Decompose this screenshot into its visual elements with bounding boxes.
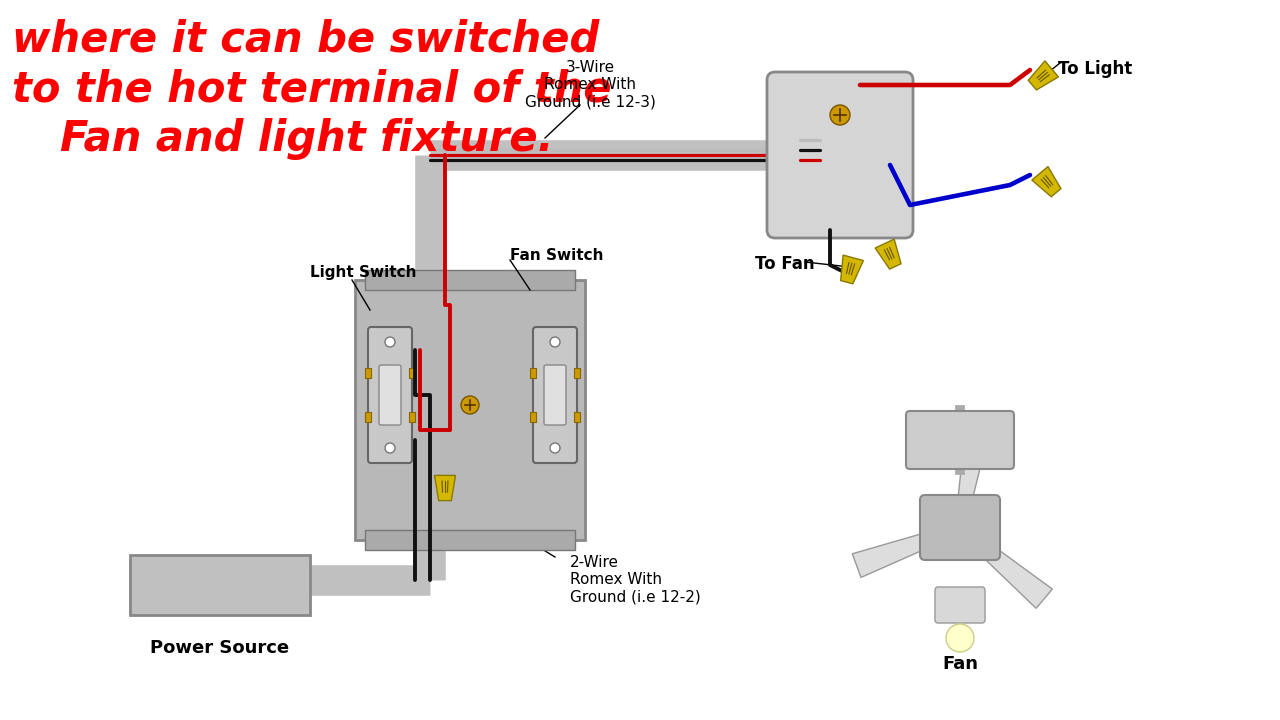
- Polygon shape: [1028, 61, 1059, 90]
- Circle shape: [829, 105, 850, 125]
- FancyBboxPatch shape: [369, 327, 412, 463]
- Text: Fan Switch: Fan Switch: [509, 248, 603, 263]
- FancyBboxPatch shape: [131, 555, 310, 615]
- Polygon shape: [978, 541, 1052, 608]
- FancyBboxPatch shape: [530, 412, 536, 422]
- FancyBboxPatch shape: [365, 368, 371, 378]
- Polygon shape: [841, 255, 864, 284]
- Circle shape: [946, 624, 974, 652]
- Text: where it can be switched: where it can be switched: [12, 18, 599, 60]
- Text: Power Source: Power Source: [151, 639, 289, 657]
- Text: Light Switch: Light Switch: [310, 265, 416, 280]
- FancyBboxPatch shape: [573, 412, 580, 422]
- FancyBboxPatch shape: [410, 412, 415, 422]
- Circle shape: [385, 443, 396, 453]
- Text: To Light: To Light: [1059, 60, 1133, 78]
- Polygon shape: [959, 418, 992, 500]
- FancyBboxPatch shape: [365, 412, 371, 422]
- Circle shape: [550, 337, 559, 347]
- Text: Fan: Fan: [942, 655, 978, 673]
- FancyBboxPatch shape: [544, 365, 566, 425]
- FancyBboxPatch shape: [379, 365, 401, 425]
- Polygon shape: [852, 531, 934, 577]
- Circle shape: [385, 337, 396, 347]
- FancyBboxPatch shape: [906, 411, 1014, 469]
- Circle shape: [550, 443, 559, 453]
- Text: 3-Wire
Romex With
Ground (i.e 12-3): 3-Wire Romex With Ground (i.e 12-3): [525, 60, 655, 110]
- FancyBboxPatch shape: [532, 327, 577, 463]
- Circle shape: [461, 396, 479, 414]
- FancyBboxPatch shape: [767, 72, 913, 238]
- Text: 2-Wire
Romex With
Ground (i.e 12-2): 2-Wire Romex With Ground (i.e 12-2): [570, 555, 700, 605]
- Text: to the hot terminal of the: to the hot terminal of the: [12, 68, 612, 110]
- Polygon shape: [1032, 166, 1061, 197]
- Bar: [365, 530, 575, 550]
- FancyBboxPatch shape: [934, 587, 986, 623]
- FancyBboxPatch shape: [530, 368, 536, 378]
- Polygon shape: [434, 475, 456, 500]
- Text: Fan and light fixture.: Fan and light fixture.: [60, 118, 553, 160]
- FancyBboxPatch shape: [355, 280, 585, 540]
- FancyBboxPatch shape: [573, 368, 580, 378]
- Polygon shape: [876, 239, 901, 269]
- FancyBboxPatch shape: [920, 495, 1000, 560]
- FancyBboxPatch shape: [410, 368, 415, 378]
- Text: To Fan: To Fan: [755, 255, 814, 273]
- Bar: [365, 270, 575, 290]
